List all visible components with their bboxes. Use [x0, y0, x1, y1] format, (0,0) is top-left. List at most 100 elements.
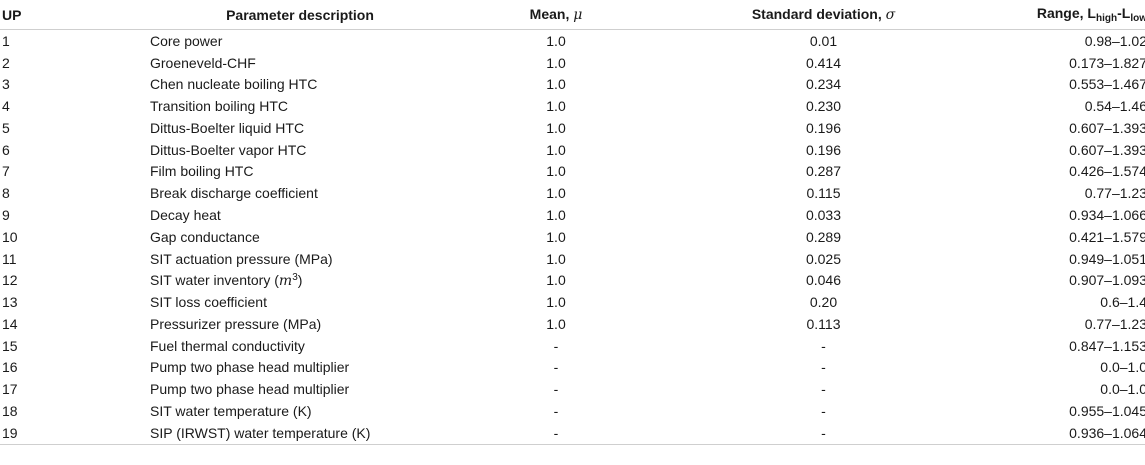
mean-symbol: μ [573, 7, 583, 23]
description-text: Core power [150, 32, 223, 49]
cell-up: 11 [2, 250, 17, 267]
cell-mean: 1.0 [546, 250, 566, 267]
description-text: SIT water temperature (K) [150, 402, 312, 419]
cell-up: 16 [2, 359, 18, 376]
cell-up: 14 [2, 315, 18, 332]
cell-mean: 1.0 [546, 272, 566, 289]
range-sub-low: low [1130, 13, 1145, 24]
cell-standard-deviation: 0.414 [805, 54, 842, 71]
cell-range: 0.936–1.064 [985, 421, 1145, 445]
cell-mean: 1.0 [546, 98, 566, 115]
header-mean-label: Mean, [529, 6, 574, 22]
description-text: Pressurizer pressure (MPa) [150, 315, 322, 332]
cell-range: 0.553–1.467 [1069, 76, 1145, 93]
cell-standard-deviation: 0.033 [805, 207, 842, 223]
table-row: 17 Pump two phase head multiplier - - 0.0–1.… [0, 378, 1145, 400]
cell-mean: - [450, 421, 662, 445]
header-range-label: Range, [1036, 5, 1088, 21]
description-text: Break discharge coefficient [150, 185, 318, 202]
cell-mean: 1.0 [546, 163, 566, 180]
cell-up: 5 [2, 119, 10, 136]
cell-standard-deviation: 0.025 [805, 250, 842, 267]
cell-standard-deviation: - [821, 402, 826, 419]
cell-description: Dittus-Boelter liquid HTC [150, 117, 450, 139]
header-up: UP [0, 0, 150, 30]
description-text: SIP (IRWST) water temperature (K) [150, 424, 371, 441]
table-row: 14 Pressurizer pressure (MPa) 1.0 0.113 0.77… [0, 313, 1145, 335]
range-l-low: L [1121, 5, 1131, 21]
description-text: SIT actuation pressure (MPa) [150, 250, 333, 267]
cell-mean: 1.0 [546, 32, 566, 49]
cell-description: Gap conductance [150, 226, 450, 248]
cell-standard-deviation: - [821, 359, 826, 376]
cell-mean: 1.0 [546, 185, 566, 202]
description-text: Chen nucleate boiling HTC [150, 76, 318, 93]
cell-description: Core power [150, 30, 450, 52]
cell-description: Pressurizer pressure (MPa) [150, 313, 450, 335]
cell-range: 0.6–1.4 [1100, 294, 1145, 311]
cell-description: SIT water temperature (K) [150, 400, 450, 422]
cell-range: 0.934–1.066 [1069, 207, 1145, 223]
cell-up: 2 [2, 54, 10, 71]
table-row: 11 SIT actuation pressure (MPa) 1.0 0.025 0.… [0, 248, 1145, 270]
description-text: SIT water inventory ( [150, 271, 279, 288]
cell-up: 1 [2, 32, 10, 49]
description-text: Film boiling HTC [150, 163, 254, 180]
table-row: 3 Chen nucleate boiling HTC 1.0 0.234 0.553–… [0, 74, 1145, 96]
cell-mean: 1.0 [546, 141, 566, 158]
description-text: Dittus-Boelter vapor HTC [150, 141, 307, 158]
cell-standard-deviation: - [821, 337, 826, 354]
sd-symbol: σ [885, 7, 896, 23]
cell-standard-deviation: 0.289 [805, 228, 842, 245]
description-text: Pump two phase head multiplier [150, 359, 350, 376]
table-row: 12 SIT water inventory (m3) 1.0 0.046 0.907–… [0, 269, 1145, 291]
description-end: ) [297, 271, 303, 288]
cell-up: 17 [2, 381, 18, 398]
cell-standard-deviation: 0.287 [805, 163, 842, 180]
cell-description: Break discharge coefficient [150, 182, 450, 204]
cell-up: 3 [2, 76, 10, 93]
cell-range: 0.607–1.393 [1069, 119, 1145, 136]
cell-description: Pump two phase head multiplier [150, 378, 450, 400]
cell-description: Dittus-Boelter vapor HTC [150, 139, 450, 161]
table-row: 2 Groeneveld-CHF 1.0 0.414 0.173–1.827 [0, 52, 1145, 74]
header-range: Range, Lhigh-Llow [985, 0, 1145, 30]
cell-mean: - [553, 337, 559, 354]
table-row: 6 Dittus-Boelter vapor HTC 1.0 0.196 0.607–1… [0, 139, 1145, 161]
cell-up: 18 [2, 402, 18, 419]
cell-description: SIT water inventory (m3) [150, 269, 450, 291]
table-row: 18 SIT water temperature (K) - - 0.955–1.045 [0, 400, 1145, 422]
cell-standard-deviation: 0.196 [805, 119, 842, 136]
cell-description: Fuel thermal conductivity [150, 335, 450, 357]
cell-mean: 1.0 [546, 119, 566, 136]
parameter-table: UP Parameter description Mean, μ Standar… [0, 0, 1145, 445]
cell-range: 0.421–1.579 [1069, 228, 1145, 245]
table-row: 9 Decay heat 1.0 0.033 0.934–1.066 [0, 204, 1145, 226]
cell-standard-deviation: 0.113 [806, 315, 841, 332]
cell-up: 4 [2, 98, 10, 115]
cell-description: Film boiling HTC [150, 161, 450, 183]
cell-standard-deviation: 0.196 [805, 141, 842, 158]
cell-description: Pump two phase head multiplier [150, 356, 450, 378]
table-row: 7 Film boiling HTC 1.0 0.287 0.426–1.574 [0, 161, 1145, 183]
cell-up: 19 [0, 421, 150, 445]
cell-description: Groeneveld-CHF [150, 52, 450, 74]
cell-up: 8 [2, 185, 10, 202]
cell-mean: 1.0 [546, 228, 566, 245]
description-text: Groeneveld-CHF [150, 54, 256, 71]
range-sub-high: high [1095, 13, 1118, 24]
cell-standard-deviation: 0.046 [805, 272, 842, 289]
cell-up: 13 [2, 294, 18, 311]
cell-mean: 1.0 [546, 207, 566, 223]
table-row: 1 Core power 1.0 0.01 0.98–1.02 [0, 30, 1145, 52]
cell-mean: - [553, 402, 559, 419]
table-row: 19 SIP (IRWST) water temperature (K) - -0.9… [0, 421, 1145, 445]
header-sd-label: Standard deviation, [751, 6, 886, 22]
description-text: Dittus-Boelter liquid HTC [150, 119, 305, 136]
cell-description: SIT actuation pressure (MPa) [150, 248, 450, 270]
cell-mean: 1.0 [546, 76, 566, 93]
description-text: Fuel thermal conductivity [150, 337, 305, 354]
table-row: 16 Pump two phase head multiplier - - 0.0–1.… [0, 356, 1145, 378]
cell-description: Decay heat [150, 204, 450, 226]
